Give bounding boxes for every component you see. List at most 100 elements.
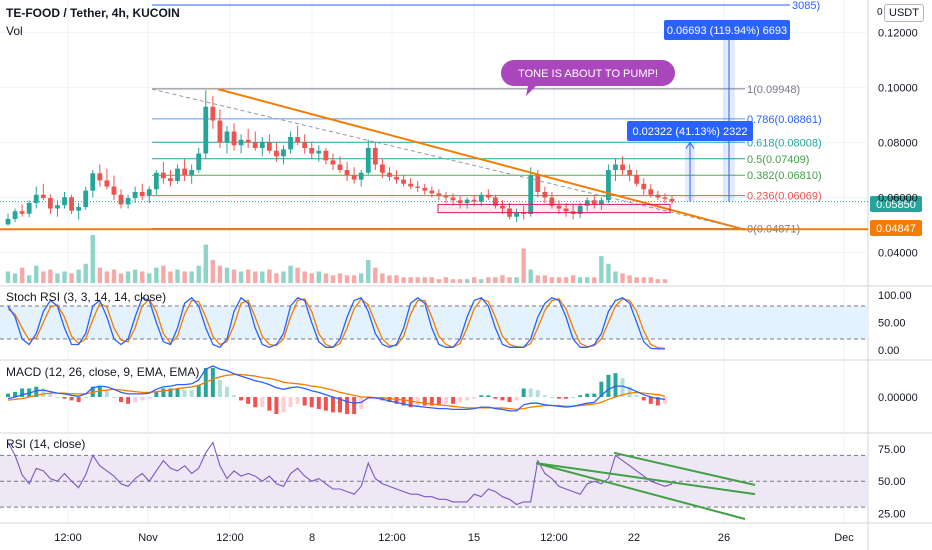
volume-bar [641, 277, 646, 283]
volume-bar [69, 273, 74, 283]
support-price-tag-background [870, 220, 922, 236]
volume-bar [41, 271, 46, 283]
currency-button[interactable]: USDT [884, 4, 924, 22]
trend-drawings[interactable]: 0.06693 (119.94%) 6693 0.02322 (41.13%) 2… [0, 20, 922, 236]
volume-bar [599, 256, 604, 283]
macd-histogram-bar [253, 397, 258, 408]
macd-panel: MACD (12, 26, close, 9, EMA, EMA) 0.00000 [6, 365, 918, 415]
candle-body [450, 197, 456, 201]
price-tick-label: 0.04000 [878, 248, 918, 260]
candle-body [196, 153, 202, 170]
volume-bar [111, 269, 117, 283]
stoch-tick-label: 50.00 [878, 318, 906, 330]
macd-histogram-bar [535, 390, 540, 397]
macd-line [7, 365, 665, 412]
volume-bar [486, 277, 491, 283]
macd-histogram-bar [564, 397, 569, 399]
volume-bar [358, 273, 364, 283]
candle-body [309, 148, 315, 154]
volume-bar [104, 271, 110, 283]
candle-body [358, 172, 364, 180]
macd-histogram-bar [104, 390, 109, 397]
volume-bar [422, 277, 427, 283]
candle-body [83, 190, 89, 208]
fibonacci-retracement[interactable]: 1(0.09948)0.786(0.08861)0.618(0.08008)0.… [152, 0, 822, 236]
candle-body [669, 198, 675, 202]
macd-histogram-bar [309, 397, 314, 408]
volume-bar [62, 271, 67, 283]
volume-bar [295, 267, 300, 283]
candle-body [591, 200, 597, 205]
macd-histogram-bar [154, 391, 159, 397]
time-tick-label: 26 [718, 532, 730, 544]
candle-body [429, 190, 435, 194]
volume-bar [217, 265, 223, 283]
macd-histogram-bar [224, 386, 229, 397]
volume-bar [366, 259, 371, 283]
candle-body [648, 189, 654, 195]
volume-bar [231, 269, 237, 283]
volume-bar [118, 273, 124, 283]
macd-histogram-bar [500, 397, 505, 401]
candle-body [33, 194, 39, 203]
measure-label-large: 0.06693 (119.94%) 6693 [664, 20, 790, 40]
time-tick-label: 12:00 [378, 532, 406, 544]
volume-bar [203, 244, 208, 283]
volume-bar [472, 277, 477, 283]
volume-bar [253, 271, 258, 283]
macd-histogram-bar [429, 397, 434, 406]
candle-body [641, 183, 647, 190]
volume-bar [316, 271, 322, 283]
price-axis[interactable]: 0.04000 0.06000 0.08000 0.10000 0.12000 [878, 28, 918, 260]
volume-bar [634, 277, 639, 283]
candle-body [549, 197, 555, 206]
symbol-title[interactable]: TE-FOOD / Tether, 4h, KUCOIN [6, 6, 180, 20]
macd-histogram-bar [521, 388, 526, 397]
candle-body [485, 194, 491, 198]
macd-histogram-bar [352, 397, 357, 415]
volume-bar [394, 275, 399, 283]
volume-bar [429, 277, 435, 283]
candle-body [323, 150, 329, 161]
macd-histogram-bar [13, 391, 18, 397]
macd-histogram-bar [585, 393, 590, 397]
callout-shape [501, 60, 675, 96]
volume-bar [330, 275, 336, 283]
macd-histogram-bar [239, 397, 244, 401]
macd-histogram-bar [126, 397, 131, 404]
candle-body [436, 193, 442, 197]
volume-bar [210, 259, 216, 283]
macd-histogram-bar [648, 397, 653, 404]
candle-body [5, 218, 11, 225]
time-axis[interactable]: 12:00 Nov 12:00 8 12:00 15 12:00 22 26 Dec [54, 532, 854, 544]
candle-body [146, 189, 152, 197]
rsi-divergence-line-upper [613, 451, 756, 486]
volume-bar [528, 269, 533, 283]
macd-histogram-bar [528, 388, 533, 397]
time-tick-label: 15 [468, 532, 480, 544]
rsi-tick-label: 75.00 [878, 444, 906, 456]
stoch-k-line [7, 296, 665, 350]
candle-body [19, 211, 25, 214]
volume-bar [450, 279, 456, 283]
volume-bar [613, 271, 618, 283]
macd-histogram-bar [613, 373, 618, 397]
macd-histogram-bar [443, 397, 448, 404]
macd-histogram-bar [634, 395, 639, 397]
fib-level-label: 0.382(0.06810) [747, 170, 822, 182]
time-tick-label: Dec [834, 532, 854, 544]
candle-body [613, 164, 618, 170]
candle-body [189, 170, 195, 176]
macd-histogram-bar [175, 388, 180, 397]
volume-bar [507, 277, 512, 283]
time-tick-label: 12:00 [540, 532, 568, 544]
volume-bar [464, 279, 470, 283]
candle-body [365, 148, 371, 173]
candle-body [175, 168, 180, 181]
time-tick-label: 8 [309, 532, 315, 544]
candle-body [577, 205, 583, 214]
macd-histogram-bar [20, 388, 25, 397]
macd-histogram-bar [415, 397, 420, 406]
macd-histogram-bar [55, 397, 60, 398]
